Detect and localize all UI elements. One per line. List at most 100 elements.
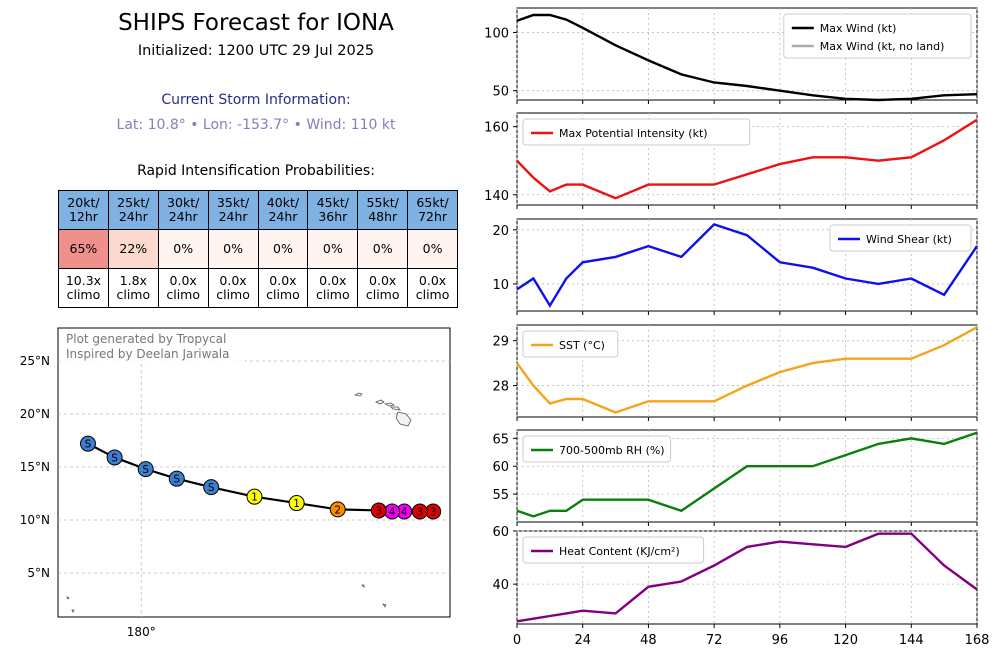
ri-header-cell: 35kt/24hr <box>207 190 259 230</box>
ri-prob-cell: 65% <box>58 229 109 269</box>
track-point-label: S <box>142 464 149 476</box>
track-point-label: S <box>173 474 180 486</box>
y-tick-label: 20 <box>492 224 509 239</box>
legend-box <box>829 224 972 252</box>
y-tick-label: 29 <box>492 335 509 350</box>
current-storm-title: Current Storm Information: <box>161 92 351 108</box>
track-point: S <box>106 449 123 466</box>
forecast-panels: 50 100 Max Wind (kt) Max Wind (kt, no land)… <box>484 7 990 648</box>
y-tick-label: 40 <box>492 578 509 593</box>
island-outline <box>383 402 396 407</box>
series-line <box>516 431 978 518</box>
track-point-label: 1 <box>251 492 258 504</box>
panel-legend: Max Wind (kt) Max Wind (kt, no land) <box>783 13 972 59</box>
track-point-marker <box>411 503 428 520</box>
track-point-marker <box>106 449 123 466</box>
track-point-label: 3 <box>417 507 424 519</box>
track-point-marker <box>246 488 263 505</box>
track-point: 2 <box>329 501 346 518</box>
ri-table-title: Rapid Intensification Probabilities: <box>137 163 375 179</box>
ri-climo-cell: 0.0x climo <box>207 268 259 308</box>
track-point-label: 3 <box>430 507 437 519</box>
map-frame <box>57 327 451 618</box>
y-tick-label: 60 <box>492 525 509 540</box>
track-point-label: 4 <box>389 507 396 519</box>
y-tick-label: 65 <box>492 432 509 447</box>
ri-prob-cell: 22% <box>107 229 159 269</box>
legend-box <box>522 330 619 358</box>
track-point: S <box>168 470 185 487</box>
ri-climo-cell: 0.0x climo <box>307 268 359 308</box>
x-tick-label: 144 <box>899 633 924 648</box>
ri-header-cell: 25kt/24hr <box>107 190 159 230</box>
legend-box <box>522 435 672 463</box>
credit-line-1: Plot generated by Tropycal <box>66 332 226 346</box>
track-point-marker <box>203 479 220 496</box>
ri-header-cell: 65kt/72hr <box>407 190 458 230</box>
track-point-label: 3 <box>375 505 382 517</box>
ri-prob-cell: 0% <box>207 229 259 269</box>
y-tick-label: 50 <box>492 85 509 100</box>
lat-tick-label: 10°N <box>20 513 50 527</box>
track-point-label: S <box>208 482 215 494</box>
series-line <box>516 118 978 200</box>
y-tick-label: 28 <box>492 380 509 395</box>
track-point: 1 <box>246 488 263 505</box>
legend-box <box>522 536 705 564</box>
ri-prob-cell: 0% <box>357 229 409 269</box>
ri-climo-cell: 0.0x climo <box>357 268 409 308</box>
ri-prob-cell: 0% <box>407 229 458 269</box>
ri-climo-cell: 10.3x climo <box>58 268 109 308</box>
panel-legend: SST (°C) <box>522 330 619 358</box>
island-outline <box>382 603 387 608</box>
legend-label: 700-500mb RH (%) <box>559 444 665 457</box>
x-tick-label: 72 <box>706 633 723 648</box>
island-outline <box>66 596 70 600</box>
y-tick-label: 55 <box>492 488 509 503</box>
lat-tick-label: 25°N <box>20 354 50 368</box>
island-outline <box>361 584 365 588</box>
legend-label: Max Wind (kt, no land) <box>820 40 945 53</box>
x-tick-label: 96 <box>772 633 789 648</box>
track-point: S <box>203 479 220 496</box>
legend-label: SST (°C) <box>559 339 605 352</box>
ri-prob-row: 65% 22% 0% 0% 0% 0% 0% 0% <box>58 229 458 269</box>
legend-label: Heat Content (KJ/cm²) <box>559 545 680 558</box>
page-title: SHIPS Forecast for IONA <box>118 10 394 36</box>
legend-box <box>783 13 972 59</box>
ri-climo-cell: 0.0x climo <box>157 268 209 308</box>
track-point: 1 <box>288 495 305 512</box>
y-tick-label: 60 <box>492 460 509 475</box>
track-point-label: S <box>85 439 92 451</box>
forecast-panel: 55 60 65 700-500mb RH (%) <box>492 429 978 526</box>
panel-legend: Heat Content (KJ/cm²) <box>522 536 705 564</box>
ri-climo-cell: 0.0x climo <box>407 268 458 308</box>
y-tick-label: 100 <box>484 26 509 41</box>
track-point-label: 2 <box>334 504 341 516</box>
legend-label: Max Potential Intensity (kt) <box>559 127 708 140</box>
track-point-marker <box>79 435 96 452</box>
forecast-panel: 140 160 Max Potential Intensity (kt) <box>484 112 978 209</box>
ri-header-row: 20kt/12hr 25kt/24hr 30kt/24hr 35kt/24hr … <box>58 190 458 230</box>
track-point: S <box>137 461 154 478</box>
ri-climo-cell: 1.8x climo <box>107 268 159 308</box>
track-point-label: 4 <box>401 507 408 519</box>
ri-header-cell: 45kt/36hr <box>307 190 359 230</box>
track-map: 25°N20°N15°N10°N5°N180°33443211SSSSSPlot… <box>20 327 451 639</box>
track-point-marker <box>288 495 305 512</box>
legend-label: Wind Shear (kt) <box>866 233 952 246</box>
x-tick-label: 168 <box>965 633 990 648</box>
credit-box <box>60 330 245 364</box>
series-line <box>516 13 978 102</box>
y-tick-label: 140 <box>484 189 509 204</box>
legend-label: Max Wind (kt) <box>820 22 897 35</box>
island-outline <box>395 411 412 427</box>
current-storm-info: Lat: 10.8° • Lon: -153.7° • Wind: 110 kt <box>116 117 396 133</box>
track-point: 3 <box>425 503 442 520</box>
forecast-panel: 10 20 Wind Shear (kt) <box>492 218 978 315</box>
ri-header-cell: 55kt/48hr <box>357 190 409 230</box>
track-point: S <box>79 435 96 452</box>
init-time: Initialized: 1200 UTC 29 Jul 2025 <box>137 43 375 59</box>
lat-tick-label: 20°N <box>20 407 50 421</box>
track-point: 3 <box>411 503 428 520</box>
